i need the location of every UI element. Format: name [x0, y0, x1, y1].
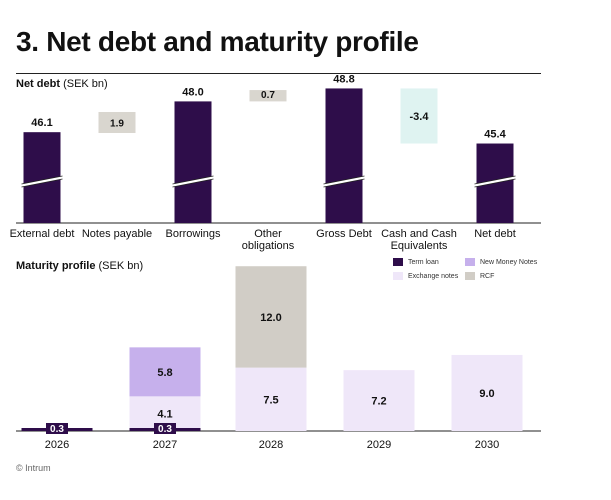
waterfall-bar-notes-payable — [98, 112, 136, 133]
waterfall-xlabel-other-obligations: Other — [254, 228, 282, 240]
axis-break-line-a-external-debt — [21, 175, 63, 185]
maturity-xlabel-2029: 2029 — [367, 439, 391, 451]
waterfall-bar-cash-and-cash-equivalents — [400, 88, 438, 144]
waterfall-xlabel-net-debt: Net debt — [474, 228, 516, 240]
legend-swatch-exchange-notes — [393, 272, 403, 280]
legend-label-new-money-notes: New Money Notes — [480, 258, 538, 266]
maturity-label-2030-exchange-notes: 9.0 — [479, 388, 494, 400]
maturity-label-2029-exchange-notes: 7.2 — [371, 396, 386, 408]
legend-swatch-new-money-notes — [465, 258, 475, 266]
maturity-label-2027-new-money-notes: 5.8 — [157, 367, 172, 379]
waterfall-label-gross-debt: 48.8 — [333, 73, 354, 85]
waterfall-label-cash-and-cash-equivalents: -3.4 — [410, 111, 430, 123]
legend-swatch-term-loan — [393, 258, 403, 266]
maturity-bar-2028-rcf — [235, 266, 307, 368]
waterfall-bar-borrowings — [174, 101, 212, 223]
net-debt-heading: Net debt (SEK bn) — [16, 78, 108, 90]
axis-break-borrowings — [172, 176, 214, 187]
axis-break-line-b-borrowings — [172, 178, 214, 188]
net-debt-heading-bold: Net debt — [16, 78, 60, 90]
waterfall-xlabel-notes-payable: Notes payable — [82, 228, 152, 240]
legend-label-rcf: RCF — [480, 272, 495, 280]
page-title: 3. Net debt and maturity profile — [16, 26, 419, 57]
waterfall-bar-gross-debt — [325, 88, 363, 223]
waterfall-label-borrowings: 48.0 — [182, 86, 203, 98]
legend-item-new-money-notes: New Money Notes — [465, 258, 543, 266]
maturity-label-bg-2026-term-loan — [46, 423, 68, 434]
maturity-bar-2029-exchange-notes — [343, 370, 415, 431]
maturity-bar-2030-exchange-notes — [451, 354, 523, 431]
legend-item-term-loan: Term loan — [393, 258, 465, 266]
maturity-heading-unit: (SEK bn) — [98, 260, 144, 272]
waterfall-xlabel-cash-and-cash-equivalents-line2: Equivalents — [391, 240, 448, 252]
maturity-label-2027-exchange-notes: 4.1 — [157, 409, 172, 421]
net-debt-heading-unit: (SEK bn) — [63, 78, 108, 90]
axis-break-line-a-net-debt — [474, 175, 516, 185]
waterfall-label-net-debt: 45.4 — [484, 129, 506, 141]
maturity-bar-2027-new-money-notes — [129, 347, 201, 397]
axis-break-external-debt — [21, 176, 63, 187]
maturity-heading-bold: Maturity profile — [16, 260, 96, 272]
waterfall-label-notes-payable: 1.9 — [110, 119, 124, 130]
maturity-xlabel-2027: 2027 — [153, 439, 177, 451]
maturity-bar-2028-exchange-notes — [235, 367, 307, 431]
axis-break-line-b-external-debt — [21, 178, 63, 188]
waterfall-xlabel-other-obligations-line2: obligations — [242, 240, 295, 252]
axis-break-line-a-gross-debt — [323, 175, 365, 185]
maturity-label-2026-term-loan: 0.3 — [50, 424, 64, 435]
waterfall-label-other-obligations: 0.7 — [261, 90, 275, 101]
waterfall-bar-other-obligations — [249, 90, 287, 102]
maturity-label-2028-rcf: 12.0 — [260, 312, 281, 324]
waterfall-label-external-debt: 46.1 — [31, 117, 52, 129]
waterfall-xlabel-borrowings: Borrowings — [165, 228, 221, 240]
axis-break-gross-debt — [323, 176, 365, 187]
legend-swatch-rcf — [465, 272, 475, 280]
legend-item-rcf: RCF — [465, 272, 543, 280]
waterfall-xlabel-gross-debt: Gross Debt — [316, 228, 372, 240]
maturity-heading: Maturity profile (SEK bn) — [16, 260, 143, 272]
axis-break-line-b-net-debt — [474, 178, 516, 188]
legend-label-term-loan: Term loan — [408, 258, 439, 266]
maturity-xlabel-2030: 2030 — [475, 439, 499, 451]
footer-copyright: © Intrum — [16, 463, 51, 473]
axis-break-net-debt — [474, 176, 516, 187]
top-rule — [16, 73, 541, 74]
maturity-xlabel-2026: 2026 — [45, 439, 69, 451]
waterfall-xlabel-external-debt: External debt — [10, 228, 75, 240]
axis-break-line-a-borrowings — [172, 175, 214, 185]
maturity-xlabel-2028: 2028 — [259, 439, 283, 451]
legend-label-exchange-notes: Exchange notes — [408, 272, 459, 280]
maturity-label-2028-exchange-notes: 7.5 — [263, 394, 278, 406]
maturity-label-bg-2027-term-loan — [154, 423, 176, 434]
waterfall-xlabel-cash-and-cash-equivalents: Cash and Cash — [381, 228, 457, 240]
axis-break-line-b-gross-debt — [323, 178, 365, 188]
maturity-legend: Term loan New Money Notes Exchange notes… — [393, 258, 543, 280]
maturity-label-2027-term-loan: 0.3 — [158, 424, 172, 435]
legend-item-exchange-notes: Exchange notes — [393, 272, 465, 280]
